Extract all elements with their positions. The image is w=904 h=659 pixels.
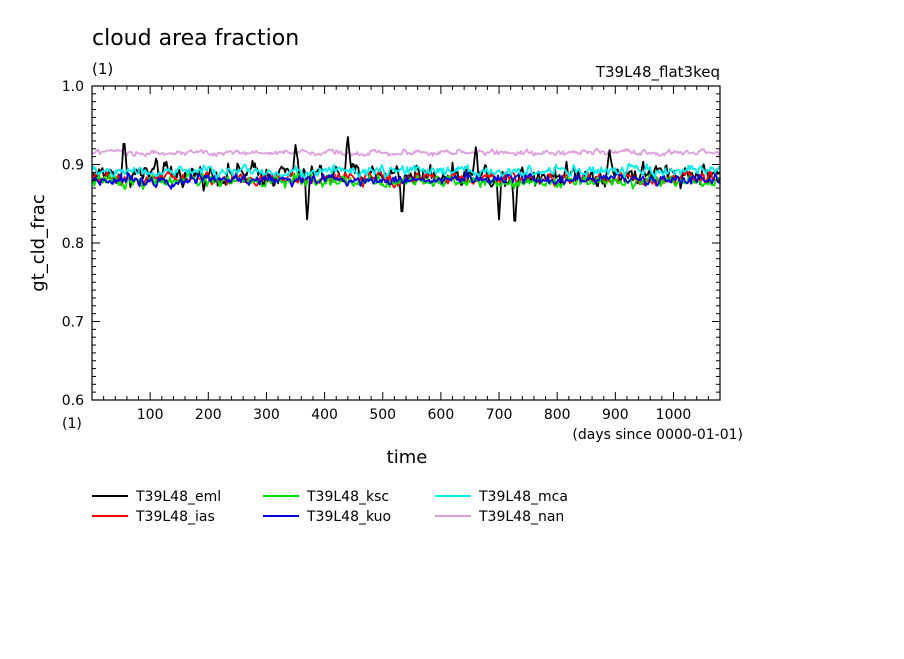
chart-title: cloud area fraction xyxy=(92,26,299,51)
y-tick-label: 0.8 xyxy=(62,236,84,252)
legend-label: T39L48_nan xyxy=(478,509,564,525)
legend-label: T39L48_kuo xyxy=(306,509,391,525)
legend-label: T39L48_ias xyxy=(135,509,215,525)
legend-label: T39L48_mca xyxy=(478,489,568,505)
x-tick-label: 200 xyxy=(195,407,222,423)
y-tick-label: 0.7 xyxy=(62,315,84,331)
series-line-T39L48_nan xyxy=(91,147,721,158)
x-tick-label: 700 xyxy=(486,407,513,423)
y-axis-label: gt_cld_frac xyxy=(28,194,49,291)
experiment-label: T39L48_flat3keq xyxy=(595,63,720,82)
x-tick-label: 900 xyxy=(602,407,629,423)
x-tick-label: 1000 xyxy=(656,407,692,423)
legend: T39L48_eml T39L48_ias T39L48_ksc T39L48_kuo… xyxy=(92,489,568,525)
series-line-T39L48_mca xyxy=(91,162,721,180)
legend-label: T39L48_eml xyxy=(135,489,221,505)
x-tick-label: 500 xyxy=(369,407,396,423)
legend-label: T39L48_ksc xyxy=(306,489,389,505)
x-tick-label: 300 xyxy=(253,407,280,423)
series-line-T39L48_kuo xyxy=(91,170,721,190)
units-label: (1) xyxy=(92,60,113,78)
y-units-label: (1) xyxy=(62,416,82,432)
x-tick-label: 800 xyxy=(544,407,571,423)
y-tick-label: 1.0 xyxy=(62,79,84,95)
x-tick-label: 400 xyxy=(311,407,338,423)
x-units-label: (days since 0000-01-01) xyxy=(572,427,743,443)
y-tick-label: 0.9 xyxy=(62,158,84,174)
y-tick-label: 0.6 xyxy=(62,393,84,409)
x-tick-label: 100 xyxy=(137,407,164,423)
x-axis-label: time xyxy=(387,447,428,468)
x-tick-label: 600 xyxy=(428,407,455,423)
series-layer xyxy=(91,136,721,222)
plot-frame xyxy=(91,85,721,401)
ticks-layer: 100 200 300 400 500 600 700 800 900 1000 0.6 0.7 0.8… xyxy=(62,79,721,423)
